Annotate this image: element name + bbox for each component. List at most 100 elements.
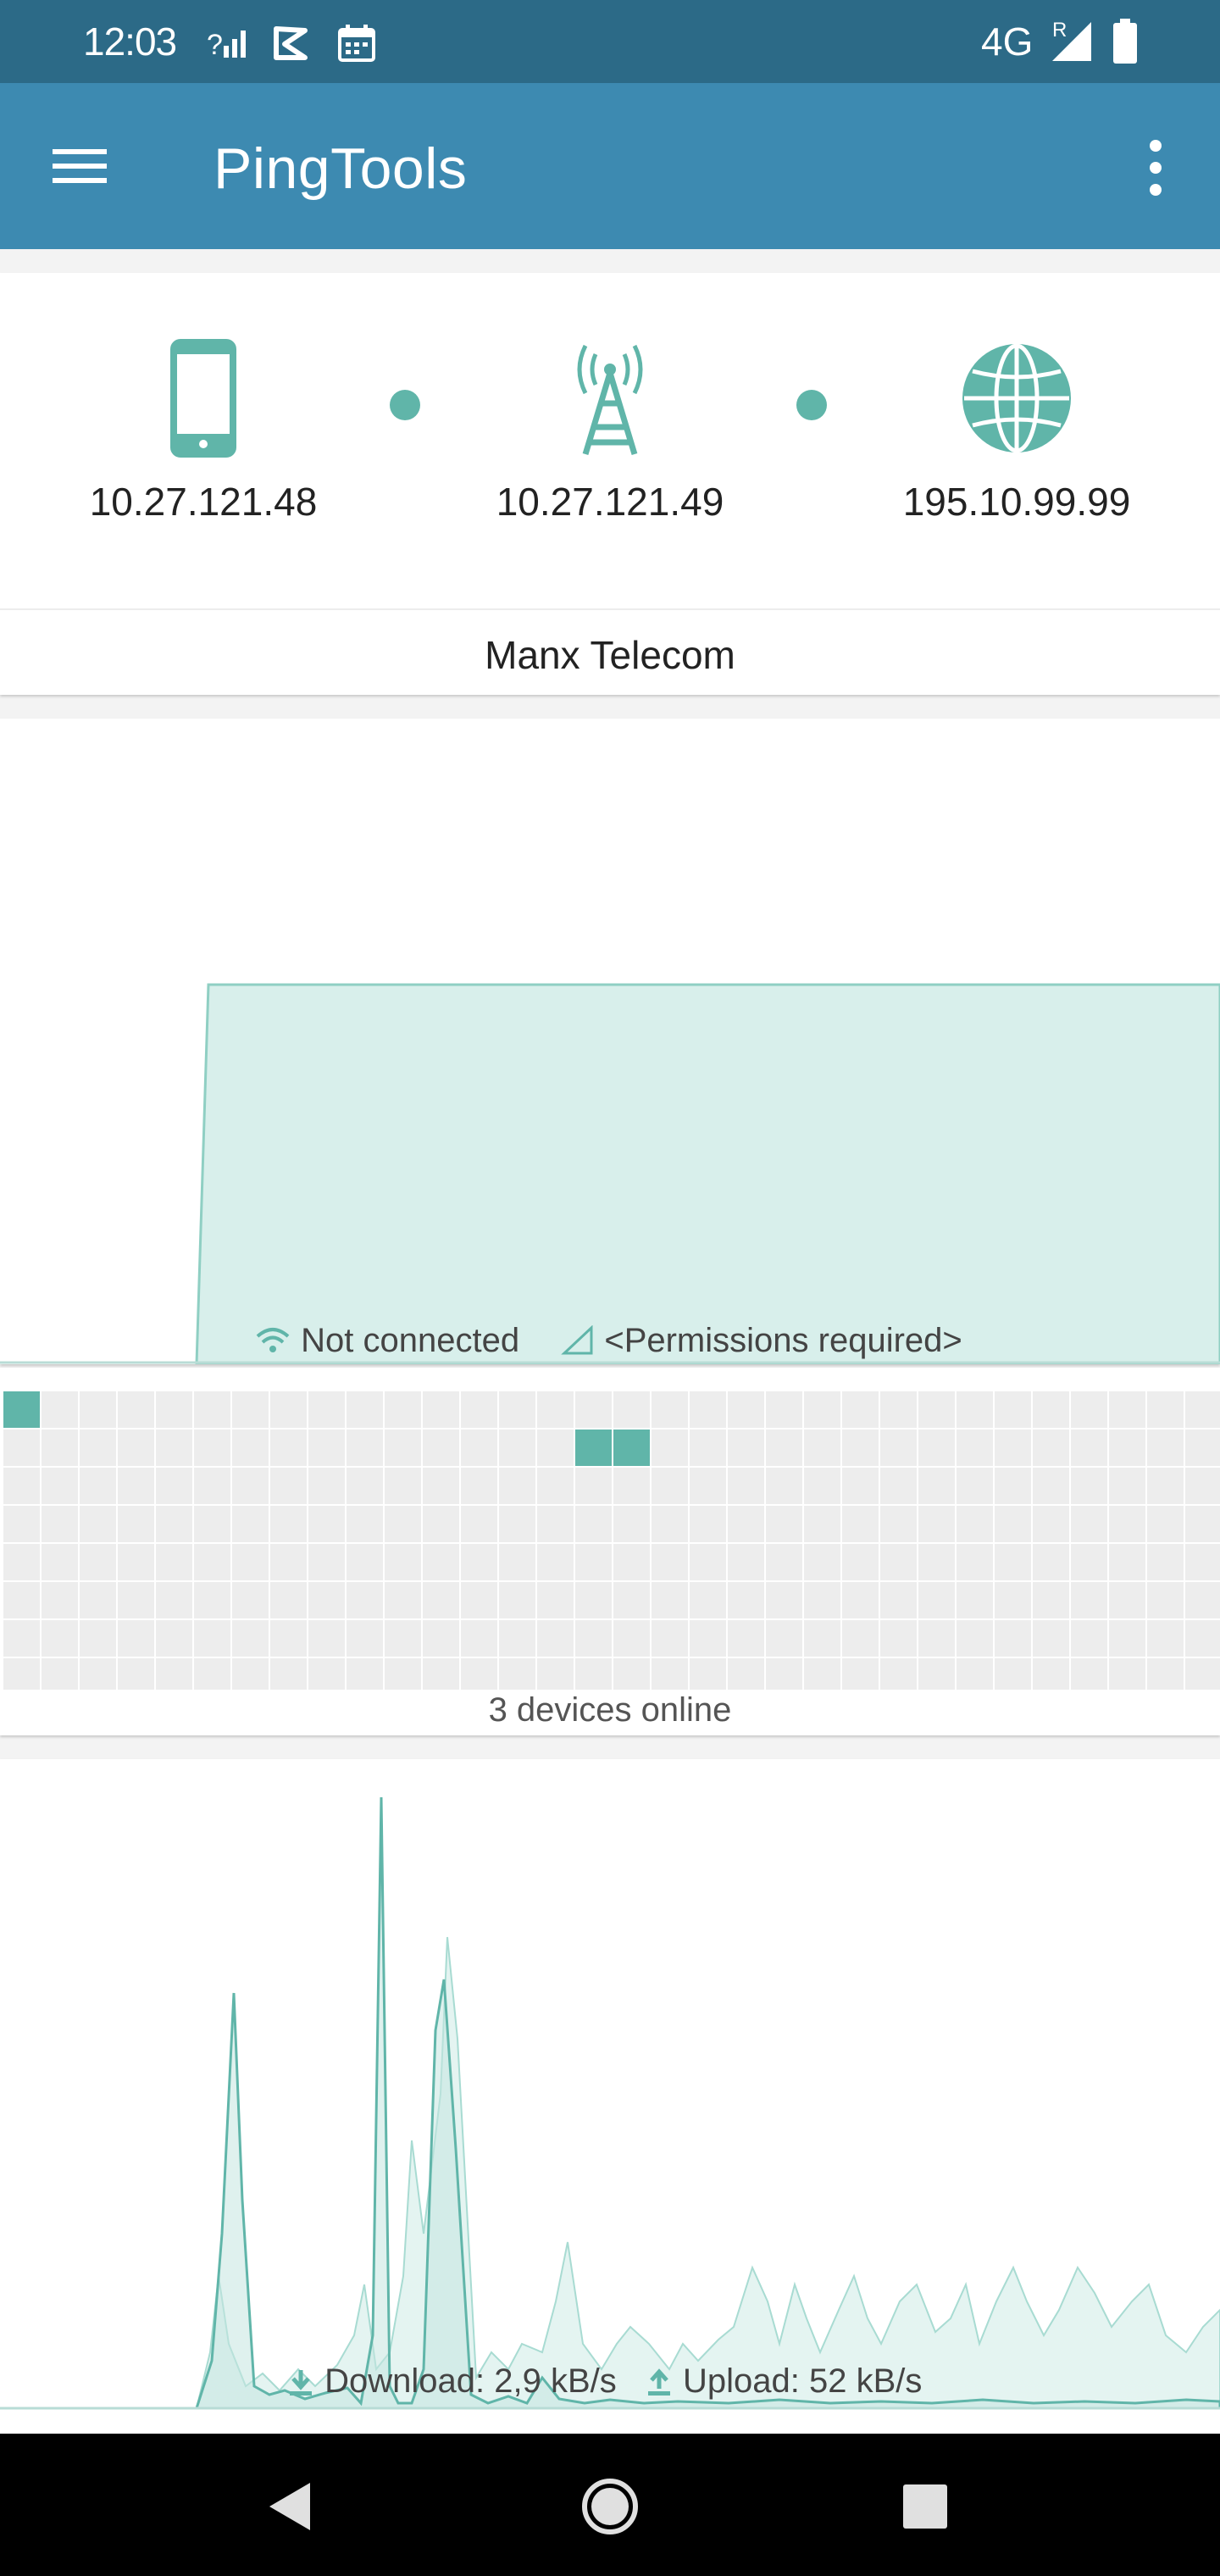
roaming-indicator: R: [1052, 19, 1068, 42]
device-cell: [995, 1582, 1031, 1618]
device-cell: [1147, 1506, 1184, 1542]
device-cell: [575, 1620, 612, 1657]
device-cell: [957, 1430, 993, 1466]
device-cell: [461, 1582, 497, 1618]
device-cell: [537, 1620, 574, 1657]
device-cell: [728, 1658, 764, 1690]
device-cell: [842, 1430, 879, 1466]
device-cell: [80, 1658, 116, 1690]
device-cell: [1185, 1506, 1220, 1542]
battery-icon: [1113, 19, 1137, 64]
wifi-status-row: Not connected <Permissions required>: [254, 1320, 962, 1360]
device-cell: [766, 1506, 802, 1542]
route-node-external[interactable]: 195.10.99.99: [873, 339, 1161, 525]
device-cell: [1071, 1620, 1107, 1657]
device-cell: [3, 1582, 40, 1618]
cell-tower-icon: [577, 344, 643, 456]
device-cell: [652, 1544, 688, 1580]
traffic-chart: [0, 1796, 1220, 2410]
device-cell: [156, 1544, 192, 1580]
permissions-text[interactable]: <Permissions required>: [604, 1321, 962, 1359]
device-cell: [1109, 1468, 1145, 1504]
network-route-card[interactable]: 10.27.121.48 10.27.121.49 195.10.99.99 M…: [0, 273, 1220, 695]
download-rate: Download: 2,9 kB/s: [324, 2362, 617, 2400]
device-cell: [347, 1430, 383, 1466]
device-cell: [728, 1391, 764, 1428]
device-cell: [652, 1468, 688, 1504]
device-cell: [918, 1620, 955, 1657]
device-cell: [957, 1658, 993, 1690]
device-cell-online[interactable]: [3, 1391, 40, 1428]
device-cell: [80, 1506, 116, 1542]
device-cell: [1071, 1544, 1107, 1580]
device-cell: [499, 1620, 535, 1657]
device-cell: [652, 1658, 688, 1690]
download-arrow-icon: [290, 2370, 312, 2396]
device-cell: [385, 1620, 421, 1657]
device-cell: [461, 1430, 497, 1466]
device-cell: [461, 1620, 497, 1657]
device-cell: [1109, 1430, 1145, 1466]
device-cell: [957, 1620, 993, 1657]
device-cell: [499, 1544, 535, 1580]
traffic-status-row: Download: 2,9 kB/s Upload: 52 kB/s: [286, 2362, 922, 2401]
route-node-gateway[interactable]: 10.27.121.49: [466, 339, 754, 525]
device-cell: [766, 1582, 802, 1618]
hamburger-menu-icon[interactable]: [49, 139, 110, 193]
more-vert-icon[interactable]: [1135, 134, 1176, 202]
device-cell: [156, 1430, 192, 1466]
signal-outline-icon: [561, 1324, 593, 1355]
device-cell: [270, 1430, 307, 1466]
device-cell: [194, 1620, 230, 1657]
device-cell: [347, 1658, 383, 1690]
device-cell-online[interactable]: [613, 1430, 650, 1466]
device-cell: [728, 1468, 764, 1504]
device-cell: [1033, 1658, 1069, 1690]
device-cell: [42, 1544, 78, 1580]
device-cell: [1109, 1506, 1145, 1542]
device-cell: [1071, 1468, 1107, 1504]
upload-rate: Upload: 52 kB/s: [683, 2362, 923, 2400]
device-cell: [1033, 1468, 1069, 1504]
traffic-card[interactable]: Download: 2,9 kB/s Upload: 52 kB/s: [0, 1759, 1220, 2434]
system-nav-bar: [0, 2434, 1220, 2576]
device-cell: [537, 1582, 574, 1618]
device-cell: [995, 1430, 1031, 1466]
device-cell: [1147, 1468, 1184, 1504]
device-cell-online[interactable]: [575, 1430, 612, 1466]
device-cell: [499, 1582, 535, 1618]
device-cell: [3, 1658, 40, 1690]
device-cell: [613, 1468, 650, 1504]
device-cell: [880, 1506, 917, 1542]
device-cell: [3, 1544, 40, 1580]
external-ip: 195.10.99.99: [902, 480, 1131, 524]
device-cell: [499, 1468, 535, 1504]
device-cell: [194, 1544, 230, 1580]
device-cell: [804, 1391, 840, 1428]
device-cell: [1147, 1430, 1184, 1466]
device-cell: [347, 1582, 383, 1618]
svg-text:?: ?: [207, 29, 223, 61]
back-icon[interactable]: [258, 2473, 325, 2540]
device-cell: [575, 1582, 612, 1618]
home-icon[interactable]: [576, 2473, 644, 2540]
device-cell: [270, 1658, 307, 1690]
device-cell: [118, 1582, 154, 1618]
device-cell: [308, 1620, 345, 1657]
device-cell: [423, 1468, 459, 1504]
device-cell: [156, 1391, 192, 1428]
device-cell: [537, 1658, 574, 1690]
device-cell: [308, 1544, 345, 1580]
device-cell: [842, 1544, 879, 1580]
device-cell: [575, 1658, 612, 1690]
device-cell: [880, 1544, 917, 1580]
recents-icon[interactable]: [891, 2473, 959, 2540]
device-cell: [842, 1582, 879, 1618]
device-cell: [918, 1658, 955, 1690]
route-node-device[interactable]: 10.27.121.48: [59, 339, 347, 525]
device-cell: [537, 1430, 574, 1466]
device-cell: [918, 1468, 955, 1504]
device-cell: [766, 1468, 802, 1504]
wifi-signal-card[interactable]: Not connected <Permissions required>: [0, 719, 1220, 1364]
device-cell: [42, 1658, 78, 1690]
